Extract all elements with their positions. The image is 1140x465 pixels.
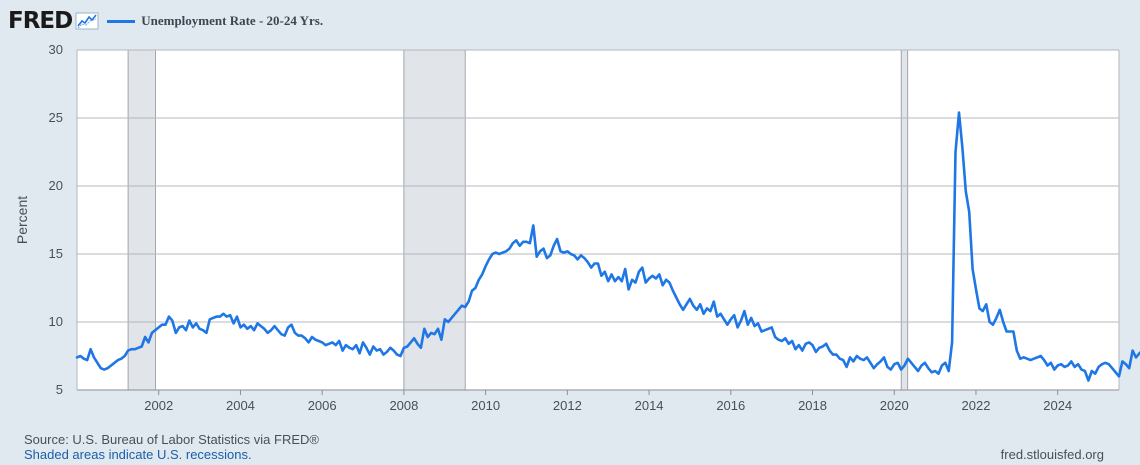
line-graph-icon — [75, 12, 99, 30]
recession-band — [127, 49, 156, 391]
chart-legend: Unemployment Rate - 20-24 Yrs. — [107, 13, 323, 29]
fred-logo[interactable]: FRED — [8, 8, 73, 34]
fred-url[interactable]: fred.stlouisfed.org — [1000, 447, 1104, 462]
x-tick-label: 2006 — [308, 398, 337, 413]
y-tick-label: 5 — [56, 382, 63, 397]
y-tick-label: 20 — [49, 178, 63, 193]
chart-plot: 5 10 15 20 25 30 2002 2004 2006 2008 2010 2012 2014 2… — [14, 42, 1140, 413]
x-tick-label: 2018 — [798, 398, 827, 413]
chart-header: FRED Unemployment Rate - 20-24 Yrs. — [8, 6, 323, 36]
recession-note[interactable]: Shaded areas indicate U.S. recessions. — [24, 447, 252, 462]
x-tick-label: 2016 — [716, 398, 745, 413]
x-tick-label: 2014 — [635, 398, 664, 413]
x-tick-label: 2008 — [389, 398, 418, 413]
y-tick-label: 25 — [49, 110, 63, 125]
y-tick-label: 15 — [49, 246, 63, 261]
x-tick-label: 2002 — [144, 398, 173, 413]
x-tick-label: 2024 — [1043, 398, 1072, 413]
recession-band — [900, 49, 909, 391]
source-prefix: Source: — [24, 432, 73, 447]
y-tick-label: 30 — [49, 42, 63, 57]
x-tick-label: 2010 — [471, 398, 500, 413]
x-tick-label: 2020 — [880, 398, 909, 413]
series-line — [75, 111, 1140, 382]
y-tick-label: 10 — [49, 314, 63, 329]
source-text: U.S. Bureau of Labor Statistics via FRED… — [72, 432, 319, 447]
x-tick-label: 2022 — [962, 398, 991, 413]
plot-area — [77, 50, 1119, 390]
x-tick-label: 2004 — [226, 398, 255, 413]
legend-swatch — [107, 19, 136, 23]
source-note: Source: U.S. Bureau of Labor Statistics … — [24, 432, 319, 448]
x-tick-label: 2012 — [553, 398, 582, 413]
y-axis-label: Percent — [14, 196, 30, 244]
legend-label: Unemployment Rate - 20-24 Yrs. — [141, 13, 324, 28]
